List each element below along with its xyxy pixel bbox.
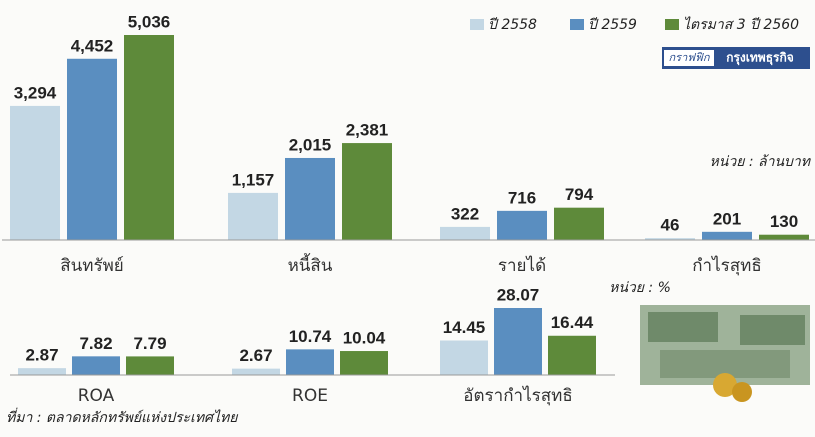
legend-swatch xyxy=(665,19,679,30)
value-label: 716 xyxy=(508,188,536,207)
bar xyxy=(72,356,120,375)
legend-swatch xyxy=(570,19,584,30)
legend: ปี 2558 ปี 2559 ไตรมาส 3 ปี 2560 xyxy=(470,16,799,33)
brand-right: กรุงเทพธุรกิจ xyxy=(726,51,794,66)
value-label: 14.45 xyxy=(443,318,486,337)
bar xyxy=(67,59,117,240)
value-label: 794 xyxy=(565,185,594,204)
unit-label: หน่วย : % xyxy=(609,280,671,296)
value-label: 130 xyxy=(770,212,798,231)
source: ที่มา : ตลาดหลักทรัพย์แห่งประเทศไทย xyxy=(6,407,238,426)
value-label: 16.44 xyxy=(551,313,594,332)
value-label: 5,036 xyxy=(128,12,171,31)
value-label: 2,015 xyxy=(289,135,332,154)
value-label: 1,157 xyxy=(232,170,275,189)
legend-swatch xyxy=(470,19,484,30)
bar xyxy=(342,143,392,240)
bar xyxy=(497,211,547,240)
money-stack xyxy=(740,315,805,345)
bar xyxy=(440,227,490,240)
value-label: 10.04 xyxy=(343,329,386,348)
value-label: 4,452 xyxy=(71,36,114,55)
value-label: 46 xyxy=(661,216,680,235)
value-label: 7.82 xyxy=(79,334,112,353)
category-label: อัตรากำไรสุทธิ xyxy=(463,385,572,406)
money-stack xyxy=(648,312,718,342)
value-label: 2.67 xyxy=(239,346,272,365)
bar xyxy=(10,106,60,240)
infographic: ปี 2558 ปี 2559 ไตรมาส 3 ปี 2560 กราฟฟิก ก… xyxy=(0,0,815,437)
value-label: 201 xyxy=(713,209,741,228)
legend-label: ไตรมาส 3 ปี 2560 xyxy=(683,16,799,33)
bar xyxy=(126,356,174,375)
coin xyxy=(732,382,752,402)
category-label: หนี้สิน xyxy=(288,253,333,276)
bar xyxy=(285,158,335,240)
category-label: ROE xyxy=(292,386,328,406)
bar xyxy=(440,341,488,375)
value-label: 2,381 xyxy=(346,121,389,140)
value-label: 28.07 xyxy=(497,285,540,304)
legend-label: ปี 2559 xyxy=(588,17,637,33)
bar xyxy=(554,208,604,240)
value-label: 10.74 xyxy=(289,327,332,346)
bar xyxy=(232,369,280,375)
brand-left: กราฟฟิก xyxy=(669,51,711,64)
category-label: สินทรัพย์ xyxy=(60,256,124,276)
bar xyxy=(286,349,334,375)
bar xyxy=(494,308,542,375)
category-label: รายได้ xyxy=(498,255,546,276)
bar xyxy=(340,351,388,375)
bar xyxy=(548,336,596,375)
bar xyxy=(124,35,174,240)
unit-label: หน่วย : ล้านบาท xyxy=(710,154,812,170)
bar xyxy=(228,193,278,240)
value-label: 2.87 xyxy=(25,346,58,365)
value-label: 7.79 xyxy=(133,334,166,353)
value-label: 322 xyxy=(451,204,479,223)
bar xyxy=(702,232,752,240)
value-label: 3,294 xyxy=(14,83,57,102)
bar xyxy=(18,368,66,375)
bar xyxy=(759,235,809,240)
legend-label: ปี 2558 xyxy=(488,17,537,33)
category-label: ROA xyxy=(78,386,115,406)
category-label: กำไรสุทธิ xyxy=(692,255,761,276)
